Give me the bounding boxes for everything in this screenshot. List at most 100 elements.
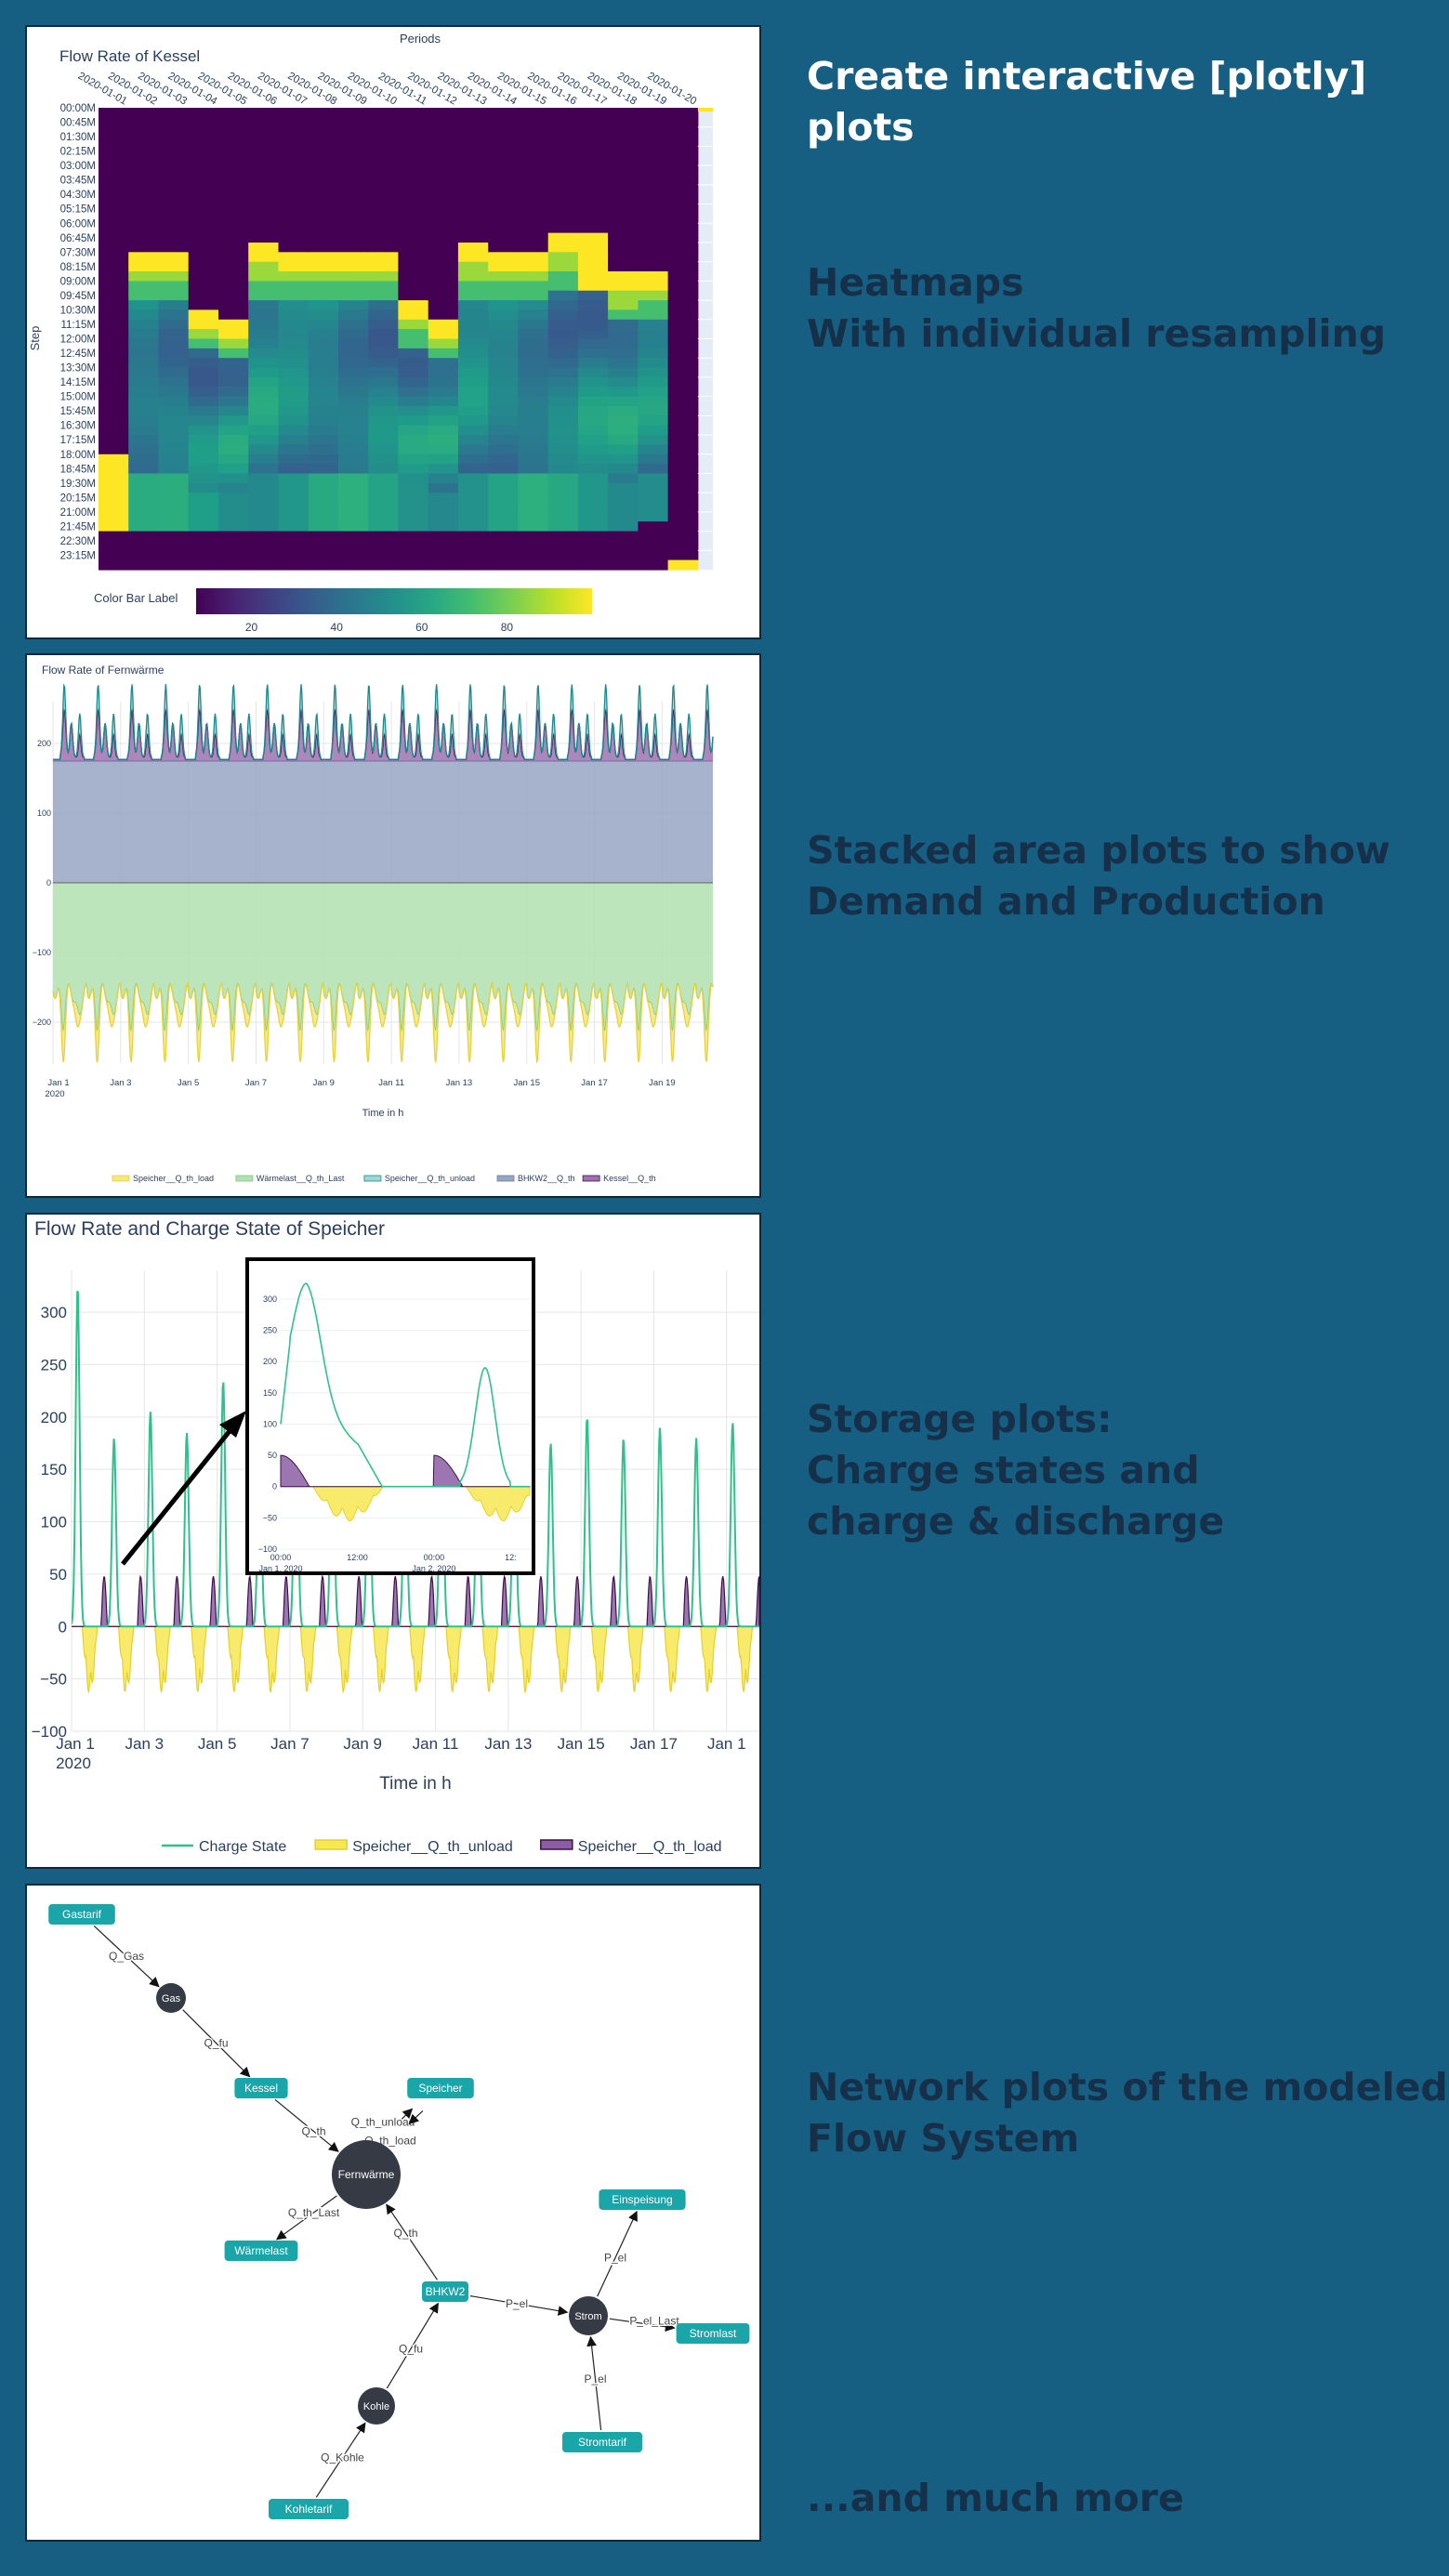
heatmap-cell	[398, 165, 429, 177]
heatmap-cell	[368, 396, 399, 407]
storage-legend-item[interactable]: Speicher__Q_th_unload	[314, 1839, 513, 1855]
heatmap-cell	[638, 300, 669, 311]
heatmap-cell	[188, 213, 219, 224]
heatmap-cell	[518, 348, 549, 359]
storage-y-tick-label: 150	[41, 1461, 67, 1479]
heatmap-cell	[457, 290, 489, 301]
heatmap-cell	[368, 348, 399, 359]
heatmap-cell	[188, 550, 219, 561]
heatmap-cell	[278, 493, 310, 504]
network-edge-label: Q_Gas	[109, 1950, 144, 1963]
heatmap-cell	[248, 425, 279, 436]
heatmap-cell	[577, 435, 609, 445]
storage-legend-item[interactable]: Charge State	[162, 1839, 286, 1855]
heatmap-cell	[577, 482, 609, 493]
heatmap-cell	[398, 213, 429, 224]
network-edge	[93, 1925, 160, 1988]
heatmap-cell	[518, 358, 549, 369]
network-node-gastarif[interactable]: Gastarif	[48, 1904, 115, 1925]
heatmap-cell	[218, 194, 249, 205]
heatmap-cell	[308, 338, 339, 349]
network-node-kohletarif[interactable]: Kohletarif	[269, 2499, 349, 2519]
heatmap-cell	[278, 502, 310, 513]
heatmap-cell	[457, 521, 489, 532]
area-legend-item[interactable]: Speicher__Q_th_load	[112, 1174, 214, 1183]
heatmap-cell	[547, 444, 579, 455]
network-node-bhkw2[interactable]: BHKW2	[422, 2281, 468, 2302]
heatmap-cell	[128, 126, 159, 138]
area-legend-item[interactable]: Speicher__Q_th_unload	[363, 1174, 475, 1183]
heatmap-cell	[577, 493, 609, 504]
heatmap-cell	[518, 540, 549, 551]
heatmap-cell	[308, 261, 339, 272]
network-node-label: BHKW2	[426, 2285, 466, 2298]
network-panel[interactable]: Q_Gas Q_fu Q_th Q_th_unload Q_th_load Q_th_La…	[25, 1884, 761, 2542]
heatmap-colorbar-tick: 60	[415, 621, 428, 634]
network-node-stromlast[interactable]: Stromlast	[676, 2323, 750, 2344]
stacked-area-chart[interactable]: Flow Rate of Fernwärme 200 100 0 −100 −200 Jan…	[27, 655, 759, 1196]
heatmap-cells	[99, 108, 713, 571]
heatmap-cell	[278, 406, 310, 416]
storage-legend-item[interactable]: Speicher__Q_th_load	[540, 1839, 722, 1855]
heatmap-cell	[278, 473, 310, 484]
heatmap-cell	[667, 406, 699, 416]
network-node-einspeisung[interactable]: Einspeisung	[599, 2189, 686, 2210]
network-node-gas[interactable]: Gas	[156, 1983, 186, 2013]
network-node-kohle[interactable]: Kohle	[358, 2387, 395, 2425]
heatmap-cell	[428, 396, 459, 407]
heatmap-cell	[667, 165, 699, 177]
heatmap-cell	[158, 367, 190, 378]
heatmap-cell	[218, 232, 249, 243]
network-node-strom[interactable]: Strom	[569, 2296, 608, 2335]
heatmap-cell	[338, 126, 369, 138]
area-legend-item[interactable]: Wärmelast__Q_th_Last	[235, 1174, 345, 1183]
heatmap-cell	[158, 559, 190, 571]
heatmap-cell	[368, 261, 399, 272]
area-legend-item[interactable]: BHKW2__Q_th	[496, 1174, 575, 1183]
network-node-speicher[interactable]: Speicher	[407, 2078, 474, 2098]
heatmap-colorbar-tick: 20	[245, 621, 258, 634]
network-node-fernwaerme[interactable]: Fernwärme	[332, 2140, 401, 2209]
heatmap-chart[interactable]: Flow Rate of Kessel Periods Step 00:00M 00:4…	[27, 27, 759, 637]
storage-chart[interactable]: Flow Rate and Charge State of Speicher 30…	[27, 1215, 759, 1867]
stacked-area-panel[interactable]: Flow Rate of Fernwärme 200 100 0 −100 −200 Jan…	[25, 653, 761, 1198]
network-node-stromtarif[interactable]: Stromtarif	[562, 2432, 642, 2452]
heatmap-cell	[428, 204, 459, 215]
heatmap-colorbar-label: Color Bar Label	[94, 591, 178, 605]
heatmap-cell	[577, 261, 609, 272]
heatmap-cell	[547, 511, 579, 522]
heatmap-cell	[128, 387, 159, 398]
heatmap-cell	[308, 358, 339, 369]
heatmap-cell	[99, 540, 129, 551]
network-node-kessel[interactable]: Kessel	[234, 2078, 288, 2098]
storage-panel[interactable]: Flow Rate and Charge State of Speicher 30…	[25, 1213, 761, 1869]
heatmap-cell	[128, 444, 159, 455]
heatmap-cell	[398, 559, 429, 571]
heatmap-cell	[638, 540, 669, 551]
heatmap-cell	[428, 406, 459, 416]
heatmap-y-tick-label: 01:30M	[60, 132, 96, 143]
heatmap-cell	[99, 252, 129, 263]
heatmap-cell	[188, 406, 219, 416]
heatmap-y-tick-label: 14:15M	[60, 377, 96, 388]
heatmap-cell	[128, 204, 159, 215]
heatmap-cell	[248, 406, 279, 416]
network-node-waermelast[interactable]: Wärmelast	[224, 2241, 298, 2261]
network-graph[interactable]: Q_GasQ_fuQ_thQ_th_unloadQ_th_loadQ_th_La…	[27, 1886, 759, 2540]
heatmap-cell	[128, 117, 159, 128]
heatmap-cell	[488, 493, 519, 504]
heatmap-panel[interactable]: Flow Rate of Kessel Periods Step 00:00M 00:4…	[25, 25, 761, 639]
area-legend-item[interactable]: Kessel__Q_th	[582, 1174, 656, 1183]
heatmap-cell	[667, 137, 699, 148]
network-edge-label: Q_th	[301, 2125, 325, 2138]
heatmap-cell	[128, 493, 159, 504]
area-series-negative	[53, 883, 713, 1032]
heatmap-cell	[638, 232, 669, 243]
heatmap-cell	[428, 338, 459, 349]
network-edge	[275, 2195, 337, 2241]
heatmap-cell	[398, 281, 429, 292]
heatmap-cell	[308, 184, 339, 195]
heatmap-cell	[638, 473, 669, 484]
heatmap-cell	[457, 338, 489, 349]
heatmap-cell	[428, 453, 459, 465]
